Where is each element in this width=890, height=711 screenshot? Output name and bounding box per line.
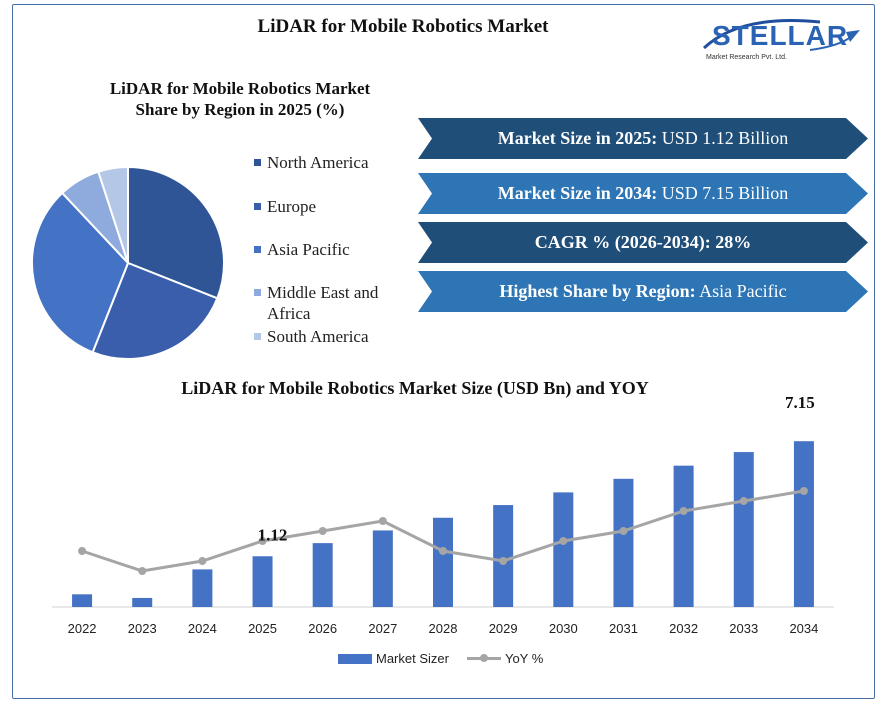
legend-line-label: YoY %: [504, 651, 544, 667]
yoy-point-2031: [619, 527, 628, 535]
kpi-label: CAGR % (2026-2034): 28%: [534, 232, 752, 252]
pie-legend-item: Asia Pacific: [254, 239, 417, 260]
x-tick-label: 2025: [248, 621, 277, 636]
pie-title: LiDAR for Mobile Robotics Market Share b…: [60, 78, 420, 120]
pie-legend-item: Europe: [254, 196, 417, 217]
stellar-logo: STELLAR Market Research Pvt. Ltd.: [700, 12, 870, 68]
yoy-point-2022: [78, 547, 87, 555]
x-tick-label: 2022: [68, 621, 97, 636]
kpi-arrow-shape: [418, 173, 868, 214]
kpi-banner: Highest Share by Region: Asia Pacific: [418, 271, 868, 312]
chart-frame: [12, 4, 875, 699]
bar-2034: [793, 441, 814, 607]
pie-slice-north-america: [127, 165, 225, 300]
yoy-point-2032: [679, 507, 688, 515]
logo-swoosh-icon: [702, 19, 860, 51]
kpi-value: USD 7.15 Billion: [657, 183, 789, 203]
pie-title-line-1: LiDAR for Mobile Robotics Market: [109, 79, 371, 98]
x-tick-label: 2026: [308, 621, 337, 636]
x-tick-label: 2023: [128, 621, 157, 636]
bar-2025: [252, 556, 273, 607]
bar-2023: [132, 597, 153, 607]
legend-swatch: [254, 289, 261, 296]
x-tick-label: 2027: [368, 621, 397, 636]
x-tick-label: 2024: [188, 621, 217, 636]
kpi-text: CAGR % (2026-2034): 28%: [418, 222, 868, 263]
kpi-label: Market Size in 2034:: [497, 183, 658, 203]
kpi-arrow-shape: [418, 271, 868, 312]
legend-bar-swatch: [338, 653, 372, 664]
legend-label: Europe: [267, 197, 317, 216]
legend-label: South America: [267, 327, 369, 346]
yoy-point-2028: [439, 547, 447, 555]
legend-swatch: [254, 246, 261, 253]
bar-2030: [553, 492, 574, 607]
legend-swatch: [254, 159, 261, 166]
bar-2026: [312, 543, 333, 607]
x-tick-label: 2031: [609, 621, 638, 636]
kpi-label: Market Size in 2025:: [497, 128, 658, 148]
data-label-2025: 1.12: [258, 525, 288, 544]
kpi-text: Market Size in 2034: USD 7.15 Billion: [418, 173, 868, 214]
legend-label: North America: [267, 153, 369, 172]
x-tick-label: 2030: [549, 621, 578, 636]
bar-2028: [433, 517, 453, 607]
logo-name: STELLAR: [712, 20, 849, 51]
pie-legend-item: Middle East and Africa: [254, 282, 417, 324]
yoy-point-2029: [499, 557, 508, 565]
main-title: LiDAR for Mobile Robotics Market: [257, 16, 549, 37]
data-label-2034: 7.15: [785, 393, 815, 412]
pie-title-line-2: Share by Region in 2025 (%): [135, 100, 345, 119]
kpi-text: Highest Share by Region: Asia Pacific: [418, 271, 868, 312]
kpi-banner: CAGR % (2026-2034): 28%: [418, 222, 868, 263]
bar-2027: [372, 530, 393, 607]
bar-2024: [192, 569, 213, 607]
legend-line-swatch: [466, 654, 501, 663]
yoy-point-2033: [739, 497, 748, 505]
yoy-point-2023: [138, 567, 147, 575]
pie-legend-item: South America: [254, 326, 417, 347]
x-tick-label: 2028: [429, 621, 458, 636]
bar-2032: [673, 465, 694, 607]
yoy-point-2024: [198, 557, 207, 565]
kpi-value: USD 1.12 Billion: [657, 128, 789, 148]
yoy-point-2025: [258, 537, 267, 545]
x-tick-label: 2034: [789, 621, 818, 636]
x-tick-label: 2032: [669, 621, 698, 636]
pie-slice-south-america: [97, 165, 129, 264]
yoy-point-2034: [799, 487, 808, 495]
kpi-label: Highest Share by Region:: [499, 281, 696, 301]
kpi-text: Market Size in 2025: USD 1.12 Billion: [418, 118, 868, 159]
bar-2029: [493, 505, 514, 607]
yoy-point-2027: [378, 517, 387, 525]
kpi-arrow-shape: [418, 222, 868, 263]
legend-bar-label: Market Sizer: [376, 651, 449, 667]
pie-chart: [31, 165, 225, 360]
bar-2022: [72, 594, 93, 607]
logo-tagline: Market Research Pvt. Ltd.: [706, 54, 787, 61]
bar-chart-legend: Market Sizer YoY %: [338, 650, 543, 666]
bar-chart-title: LiDAR for Mobile Robotics Market Size (U…: [181, 378, 649, 398]
x-tick-label: 2033: [729, 621, 758, 636]
yoy-point-2026: [318, 527, 327, 535]
kpi-value: Asia Pacific: [695, 281, 787, 301]
legend-label: Middle East and Africa: [267, 283, 379, 323]
legend-swatch: [254, 333, 261, 340]
pie-slice-europe: [91, 261, 219, 360]
kpi-banner: Market Size in 2025: USD 1.12 Billion: [418, 118, 868, 159]
bar-2031: [613, 478, 634, 607]
legend-label: Asia Pacific: [267, 240, 350, 259]
yoy-point-2030: [559, 537, 568, 545]
legend-swatch: [254, 203, 261, 210]
x-tick-label: 2029: [489, 621, 518, 636]
pie-legend-item: North America: [254, 152, 417, 173]
bar-2033: [733, 452, 754, 607]
pie-slice-asia-pacific: [31, 191, 130, 354]
kpi-arrow-shape: [418, 118, 868, 159]
kpi-banner: Market Size in 2034: USD 7.15 Billion: [418, 173, 868, 214]
